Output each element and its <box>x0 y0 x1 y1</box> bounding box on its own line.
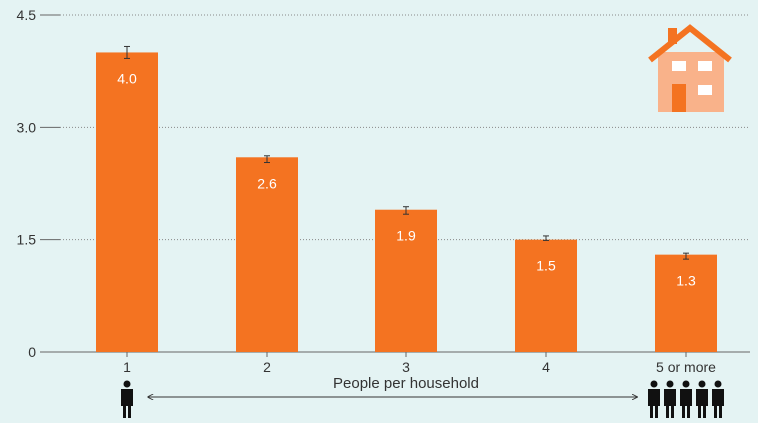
bar-value-label: 4.0 <box>117 70 137 86</box>
x-tick-label: 4 <box>542 359 550 375</box>
error-bar <box>683 252 689 260</box>
error-bar <box>543 235 549 241</box>
x-axis-title: People per household <box>333 375 479 392</box>
x-axis-categories: 1 2 3 4 5 or more <box>123 352 716 375</box>
bar-value-label: 1.9 <box>396 228 416 244</box>
person-icon <box>121 380 133 418</box>
error-bar <box>124 45 130 59</box>
y-axis-ticks: 0 1.5 3.0 4.5 <box>17 7 37 360</box>
y-tick-label: 0 <box>28 344 36 360</box>
error-bar <box>403 206 409 215</box>
bar-2 <box>236 157 298 352</box>
bar-4 <box>515 239 577 352</box>
y-tick-label: 1.5 <box>17 232 37 248</box>
y-tick-label: 3.0 <box>17 119 37 135</box>
value-labels: 4.0 2.6 1.9 1.5 1.3 <box>117 70 696 288</box>
bar-5 <box>655 254 717 352</box>
bars <box>96 52 717 352</box>
bar-value-label: 1.5 <box>536 258 556 274</box>
y-tick-label: 4.5 <box>17 7 37 23</box>
bar-value-label: 1.3 <box>676 273 696 289</box>
error-bar <box>264 155 270 164</box>
x-tick-label: 1 <box>123 359 131 375</box>
people-group-icon <box>648 380 724 418</box>
error-bars <box>124 45 689 260</box>
x-tick-label: 2 <box>263 359 271 375</box>
bar-1 <box>96 52 158 352</box>
bar-3 <box>375 209 437 352</box>
x-tick-label: 5 or more <box>656 359 716 375</box>
bar-value-label: 2.6 <box>257 175 277 191</box>
x-tick-label: 3 <box>402 359 410 375</box>
house-icon <box>648 24 732 112</box>
